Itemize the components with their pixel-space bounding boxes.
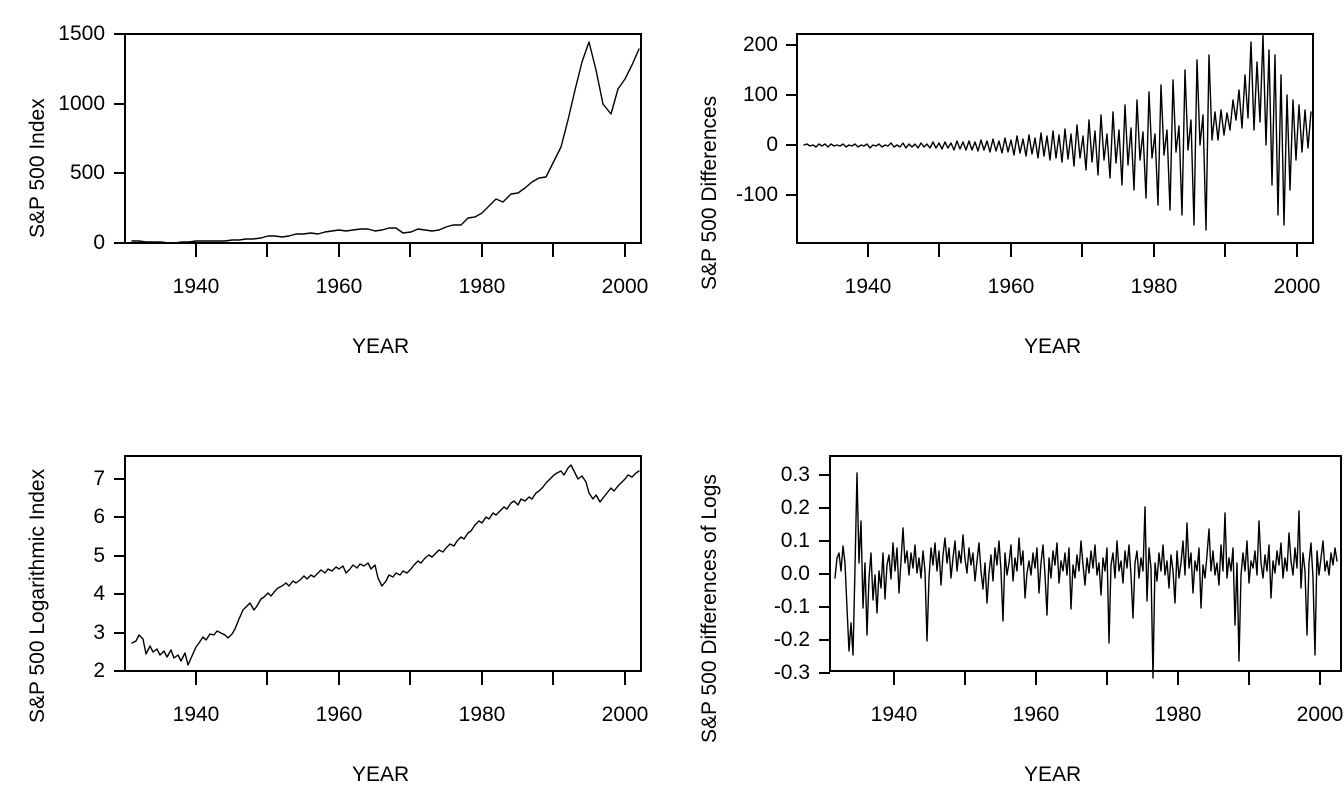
panel1-xtick-1980: 1980 xyxy=(458,275,506,298)
panel4-xtick-1980: 1980 xyxy=(1154,703,1202,726)
panel-sp500-differences: S&P 500 Differences 200 100 0 -100 1940 … xyxy=(672,0,1344,403)
panel2-xtick-2000: 2000 xyxy=(1273,275,1321,298)
panel3-ytick-3: 3 xyxy=(93,621,105,644)
panel2-ytick-200: 200 xyxy=(742,33,778,56)
panel4-ytick-0.3: 0.3 xyxy=(780,463,810,486)
panel-sp500-index: S&P 500 Index 1500 1000 500 0 1940 1960 … xyxy=(0,0,672,403)
panel2-ytick-100: 100 xyxy=(742,83,778,106)
panel2-ytick--100: -100 xyxy=(735,183,778,206)
panel1-plot-svg xyxy=(114,33,642,257)
panel4-ytick--0.2: -0.2 xyxy=(773,628,810,651)
panel3-ytick-5: 5 xyxy=(93,544,105,567)
panel3-plot-svg xyxy=(114,455,642,685)
panel3-ytick-6: 6 xyxy=(93,505,105,528)
panel4-xtick-1960: 1960 xyxy=(1012,703,1060,726)
panel3-xtick-1980: 1980 xyxy=(458,703,506,726)
panel3-ytick-4: 4 xyxy=(93,582,105,605)
panel2-xtick-1960: 1960 xyxy=(987,275,1035,298)
panel4-xtick-2000: 2000 xyxy=(1296,703,1344,726)
panel4-x-axis-label: YEAR xyxy=(1024,763,1082,786)
panel3-series-line xyxy=(131,464,640,666)
panel4-xtick-1940: 1940 xyxy=(870,703,918,726)
panel2-plot-svg xyxy=(786,33,1314,257)
panel3-x-axis-label: YEAR xyxy=(352,763,410,786)
panel1-ytick-1000: 1000 xyxy=(58,92,105,115)
panel3-ytick-7: 7 xyxy=(93,467,105,490)
panel1-xtick-1940: 1940 xyxy=(172,275,220,298)
panel4-series-line xyxy=(834,472,1338,679)
panel3-ytick-2: 2 xyxy=(93,659,105,682)
panel4-ytick--0.3: -0.3 xyxy=(773,661,810,684)
panel2-ytick-0: 0 xyxy=(766,133,778,156)
panel-sp500-log-differences: S&P 500 Differences of Logs 0.3 0.2 0.1 … xyxy=(672,403,1344,806)
panel4-ytick-0.2: 0.2 xyxy=(780,496,810,519)
panel4-ytick-0.0: 0.0 xyxy=(780,562,810,585)
panel3-xtick-1960: 1960 xyxy=(315,703,363,726)
panel1-xtick-2000: 2000 xyxy=(601,275,649,298)
panel1-ytick-500: 500 xyxy=(69,161,105,184)
panel4-ytick--0.1: -0.1 xyxy=(773,595,810,618)
panel2-x-axis-label: YEAR xyxy=(1024,335,1082,358)
panel3-xtick-2000: 2000 xyxy=(601,703,649,726)
panel4-plot-svg xyxy=(819,455,1342,685)
panel1-x-axis-label: YEAR xyxy=(352,335,410,358)
panel2-xtick-1980: 1980 xyxy=(1130,275,1178,298)
panel3-xtick-1940: 1940 xyxy=(172,703,220,726)
panel-sp500-log-index: S&P 500 Logarithmic Index 7 6 5 4 3 2 19… xyxy=(0,403,672,806)
panel2-xtick-1940: 1940 xyxy=(844,275,892,298)
panel4-ytick-0.1: 0.1 xyxy=(780,529,810,552)
panel1-ytick-0: 0 xyxy=(93,231,105,254)
panel1-series-line xyxy=(131,41,640,244)
panel2-series-line xyxy=(803,34,1312,231)
panel1-xtick-1960: 1960 xyxy=(315,275,363,298)
panel1-ytick-1500: 1500 xyxy=(58,22,105,45)
